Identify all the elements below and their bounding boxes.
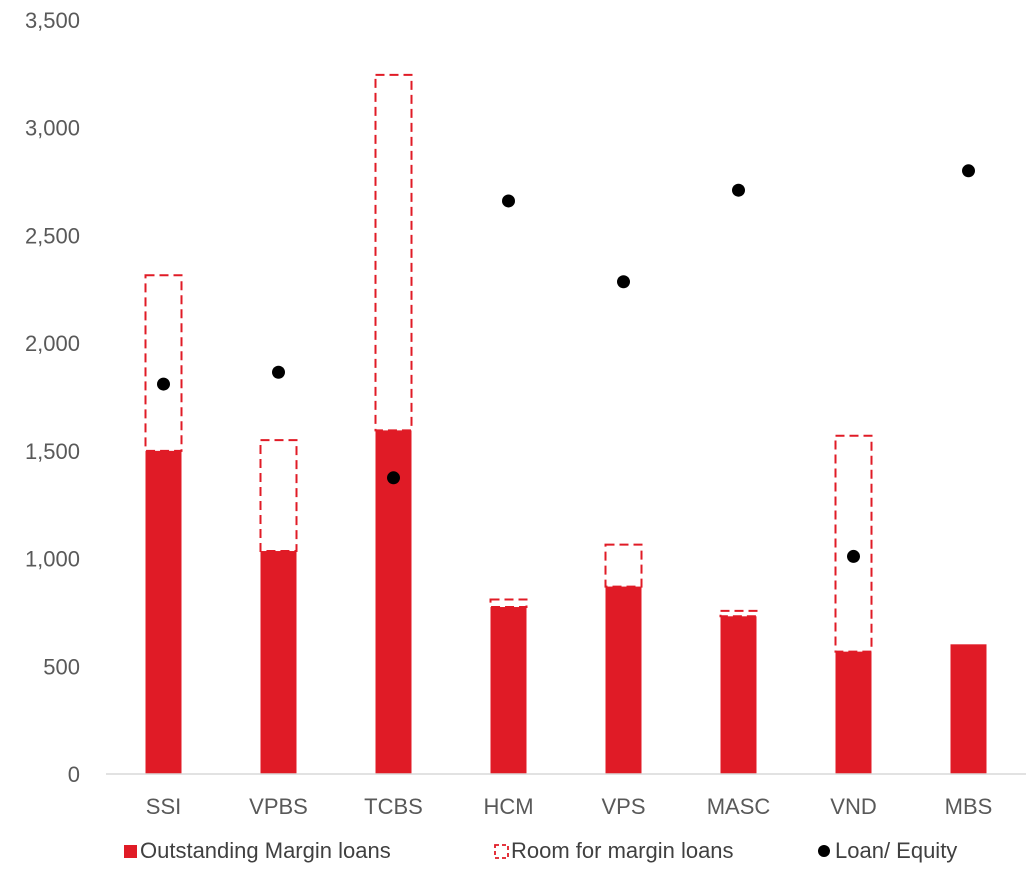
y-tick-label: 2,000 — [25, 331, 80, 356]
outstanding-bar — [720, 616, 757, 774]
y-tick-label: 2,500 — [25, 223, 80, 248]
x-tick-label: VND — [830, 794, 876, 819]
loan-equity-point — [502, 194, 515, 208]
x-axis: SSI VPBS TCBS HCM VPS MASC VND MBS — [146, 794, 993, 819]
x-tick-label: HCM — [483, 794, 533, 819]
legend-outstanding-swatch — [124, 845, 137, 858]
y-tick-label: 1,500 — [25, 439, 80, 464]
outstanding-bar — [260, 551, 297, 774]
y-tick-label: 500 — [43, 654, 80, 679]
x-tick-label: TCBS — [364, 794, 423, 819]
loan-equity-markers — [157, 164, 975, 563]
room-bar — [259, 439, 298, 553]
x-tick-label: SSI — [146, 794, 181, 819]
outstanding-bar — [605, 586, 642, 774]
room-bar — [604, 543, 643, 588]
legend-room-label: Room for margin loans — [511, 838, 734, 863]
x-tick-label: VPS — [601, 794, 645, 819]
y-tick-label: 1,000 — [25, 547, 80, 572]
y-tick-label: 0 — [68, 762, 80, 787]
legend-room-swatch — [494, 844, 509, 859]
legend-loan-equity-swatch — [818, 845, 830, 857]
x-tick-label: MBS — [945, 794, 993, 819]
legend: Outstanding Margin loans Room for margin… — [124, 838, 957, 863]
room-bar — [489, 598, 528, 609]
outstanding-bar — [835, 651, 872, 774]
loan-equity-point — [847, 549, 860, 563]
room-bar — [144, 274, 183, 452]
loan-equity-point — [962, 164, 975, 178]
outstanding-bars — [145, 430, 987, 774]
loan-equity-point — [617, 275, 630, 289]
room-bar — [834, 434, 873, 653]
x-tick-label: VPBS — [249, 794, 308, 819]
outstanding-bar — [375, 430, 412, 774]
loan-equity-point — [387, 471, 400, 485]
y-tick-label: 3,000 — [25, 116, 80, 141]
legend-loan-equity-label: Loan/ Equity — [835, 838, 957, 863]
loan-equity-point — [272, 365, 285, 379]
outstanding-bar — [490, 607, 527, 774]
room-bar — [719, 609, 758, 618]
legend-outstanding-label: Outstanding Margin loans — [140, 838, 391, 863]
loan-equity-point — [732, 183, 745, 197]
x-tick-label: MASC — [707, 794, 771, 819]
y-tick-label: 3,500 — [25, 8, 80, 33]
outstanding-bar — [145, 450, 182, 774]
loan-equity-point — [157, 377, 170, 391]
room-bar — [374, 73, 413, 432]
y-axis: 0 500 1,000 1,500 2,000 2,500 3,000 3,500 — [25, 8, 80, 787]
outstanding-bar — [950, 644, 987, 774]
room-bars — [144, 73, 873, 653]
